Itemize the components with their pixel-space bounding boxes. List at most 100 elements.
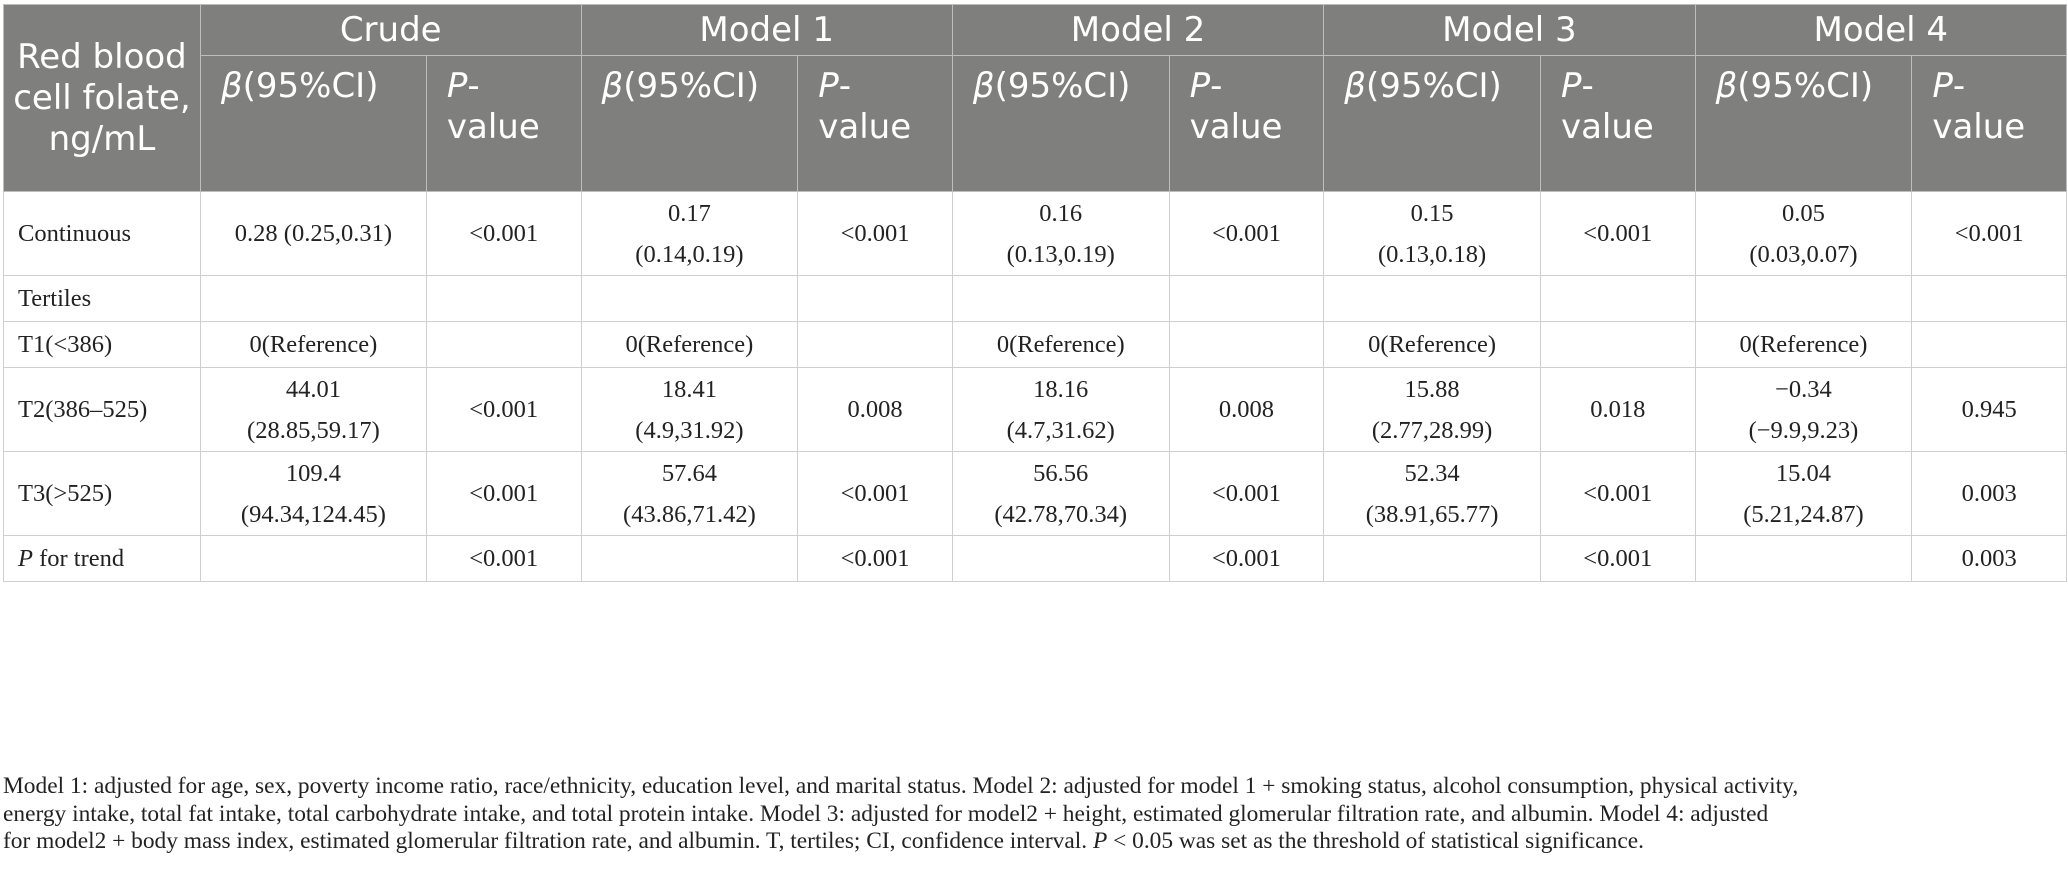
row-label: Continuous	[3, 191, 201, 276]
cell-line: −0.34	[1775, 375, 1832, 403]
beta-ci-header: β(95%CI)	[1694, 55, 1913, 192]
p-value-cell: 0.003	[1911, 451, 2067, 536]
footnote-line: Model 1: adjusted for age, sex, poverty …	[3, 773, 1799, 799]
table-row: T3(>525) 109.4 (94.34,124.45) <0.001 57.64 (4…	[3, 451, 2067, 536]
beta-ci-header: β(95%CI)	[951, 55, 1170, 192]
p-value-cell	[797, 321, 953, 368]
beta-ci-cell	[580, 275, 799, 322]
cell-line: (0.13,0.18)	[1378, 240, 1487, 268]
cell-line: 15.04	[1775, 459, 1832, 487]
cell-line: (0.13,0.19)	[1006, 240, 1115, 268]
beta-ci-cell	[199, 535, 427, 582]
cell-line: (4.7,31.62)	[1006, 416, 1115, 444]
beta-symbol: β	[601, 66, 624, 106]
p-value-cell: <0.001	[1168, 535, 1325, 582]
p-value-cell: <0.001	[1539, 451, 1696, 536]
beta-ci-cell: 0.28 (0.25,0.31)	[199, 191, 427, 276]
results-table: Red blood cell folate, ng/mL Crude Model…	[3, 4, 2068, 582]
footnote-text: for model2 + body mass index, estimated …	[3, 828, 1093, 854]
p-value-cell: 0.018	[1539, 367, 1696, 452]
cell-line: 18.16	[1033, 375, 1089, 403]
beta-symbol: β	[972, 66, 995, 106]
cell-line: <0.001	[840, 220, 910, 247]
table-row: T1(<386) 0(Reference) 0(Reference) 0(Refere…	[3, 321, 2067, 368]
row-label-italic: P	[18, 545, 33, 572]
model-header: Model 3	[1323, 4, 1696, 56]
model-header: Model 2	[951, 4, 1325, 56]
model-header: Model 4	[1694, 4, 2068, 56]
table-row: T2(386–525) 44.01 (28.85,59.17) <0.001 18.41…	[3, 367, 2067, 452]
cell-line: (43.86,71.42)	[623, 500, 756, 528]
p-value-cell: <0.001	[425, 535, 582, 582]
beta-ci-cell	[951, 535, 1170, 582]
p-value-header: P-value	[797, 55, 953, 192]
p-symbol: P	[446, 66, 468, 106]
table-row: Continuous 0.28 (0.25,0.31) <0.001 0.17 (0.1…	[3, 191, 2067, 276]
footnote-text: < 0.05 was set as the threshold of stati…	[1107, 828, 1644, 854]
row-label: T1(<386)	[3, 321, 201, 368]
cell-line: (4.9,31.92)	[635, 416, 744, 444]
beta-ci-cell: 0(Reference)	[199, 321, 427, 368]
p-value-cell	[1539, 321, 1696, 368]
cell-line: <0.001	[1583, 480, 1653, 507]
cell-line: 0(Reference)	[1739, 331, 1868, 358]
p-symbol: P	[1560, 66, 1582, 106]
p-value-cell	[1911, 275, 2067, 322]
cell-line: <0.001	[840, 545, 910, 572]
p-value-cell: <0.001	[1168, 191, 1325, 276]
p-header-text: -value	[818, 66, 912, 147]
beta-ci-cell: 0(Reference)	[580, 321, 799, 368]
table-row: Tertiles	[3, 275, 2067, 322]
p-value-cell: <0.001	[1539, 535, 1696, 582]
table-row: P for trend <0.001 <0.001 <0.001 <0.001 0.003	[3, 535, 2067, 582]
p-value-header: P-value	[1911, 55, 2067, 192]
row-label: Tertiles	[3, 275, 201, 322]
p-value-cell: 0.003	[1911, 535, 2067, 582]
beta-ci-cell	[580, 535, 799, 582]
cell-line: 0.003	[1961, 545, 2017, 572]
beta-ci-header: β(95%CI)	[1323, 55, 1541, 192]
cell-line: 0.018	[1590, 396, 1646, 423]
cell-line: <0.001	[1583, 220, 1653, 247]
row-label: P for trend	[3, 535, 201, 582]
cell-line: <0.001	[469, 545, 539, 572]
corner-header: Red blood cell folate, ng/mL	[3, 4, 201, 192]
model-header: Model 1	[580, 4, 953, 56]
p-value-cell	[797, 275, 953, 322]
beta-ci-cell: 0.16 (0.13,0.19)	[951, 191, 1170, 276]
cell-line: <0.001	[1211, 545, 1281, 572]
cell-line: (42.78,70.34)	[994, 500, 1128, 528]
cell-line: 15.88	[1404, 375, 1460, 403]
beta-header-text: (95%CI)	[623, 66, 760, 106]
beta-ci-cell	[199, 275, 427, 322]
p-header-text: -value	[446, 66, 540, 147]
beta-header-text: (95%CI)	[242, 66, 379, 106]
cell-line: <0.001	[1954, 220, 2024, 247]
p-value-cell: <0.001	[425, 191, 582, 276]
p-value-cell: <0.001	[1168, 451, 1325, 536]
p-value-header: P-value	[1539, 55, 1696, 192]
beta-header-text: (95%CI)	[1365, 66, 1502, 106]
beta-header-text: (95%CI)	[994, 66, 1131, 106]
p-value-header: P-value	[425, 55, 582, 192]
p-value-cell	[425, 275, 582, 322]
footnote-line: energy intake, total fat intake, total c…	[3, 800, 1769, 827]
cell-line: <0.001	[1211, 220, 1281, 247]
p-value-cell: <0.001	[797, 191, 953, 276]
p-header-text: -value	[1932, 66, 2026, 147]
beta-ci-cell: 0(Reference)	[951, 321, 1170, 368]
p-value-cell: 0.008	[1168, 367, 1325, 452]
cell-line: 0.945	[1961, 396, 2017, 423]
cell-line: 0(Reference)	[996, 331, 1125, 358]
beta-ci-cell: 0.15 (0.13,0.18)	[1323, 191, 1541, 276]
p-value-cell: 0.945	[1911, 367, 2067, 452]
cell-line: <0.001	[469, 220, 539, 247]
cell-line: 44.01	[285, 375, 341, 403]
cell-line: <0.001	[469, 480, 539, 507]
p-value-cell: <0.001	[425, 367, 582, 452]
cell-line: 0.28 (0.25,0.31)	[234, 220, 392, 247]
cell-line: 18.41	[661, 375, 717, 403]
cell-line: <0.001	[1583, 545, 1653, 572]
cell-line: (2.77,28.99)	[1371, 416, 1493, 444]
row-label: T2(386–525)	[3, 367, 201, 452]
